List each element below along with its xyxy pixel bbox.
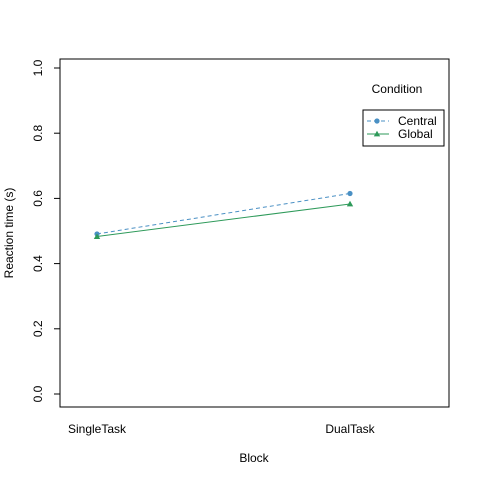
point-global-0: [93, 233, 101, 239]
y-tick-label-2: 0.4: [31, 255, 45, 272]
y-tick-label-4: 0.8: [31, 125, 45, 142]
series-line-global: [96, 203, 351, 238]
y-axis-label: Reaction time (s): [2, 188, 16, 279]
legend-box: [362, 109, 445, 147]
x-axis-label: Block: [239, 451, 269, 465]
plot-frame: [59, 58, 450, 408]
x-tick-label-1: DualTask: [325, 422, 375, 436]
y-tick-label-1: 0.2: [31, 320, 45, 337]
x-tick-label-0: SingleTask: [68, 422, 127, 436]
point-global-1: [346, 200, 354, 207]
legend-title: Condition: [372, 82, 423, 96]
legend-label-global: Global: [398, 127, 433, 141]
legend-marker-global: [373, 130, 381, 137]
series-layer: [93, 190, 354, 239]
y-tick-label-5: 1.0: [31, 59, 45, 76]
legend-marker-central: [374, 118, 380, 124]
y-axis: 0.0 0.2 0.4 0.6 0.8 1.0: [31, 59, 60, 402]
legend-label-central: Central: [398, 114, 437, 128]
series-line-central: [96, 193, 351, 235]
y-tick-label-3: 0.6: [31, 190, 45, 207]
point-central-1: [347, 190, 353, 197]
x-axis: SingleTask DualTask: [68, 422, 376, 436]
y-tick-label-0: 0.0: [31, 385, 45, 402]
